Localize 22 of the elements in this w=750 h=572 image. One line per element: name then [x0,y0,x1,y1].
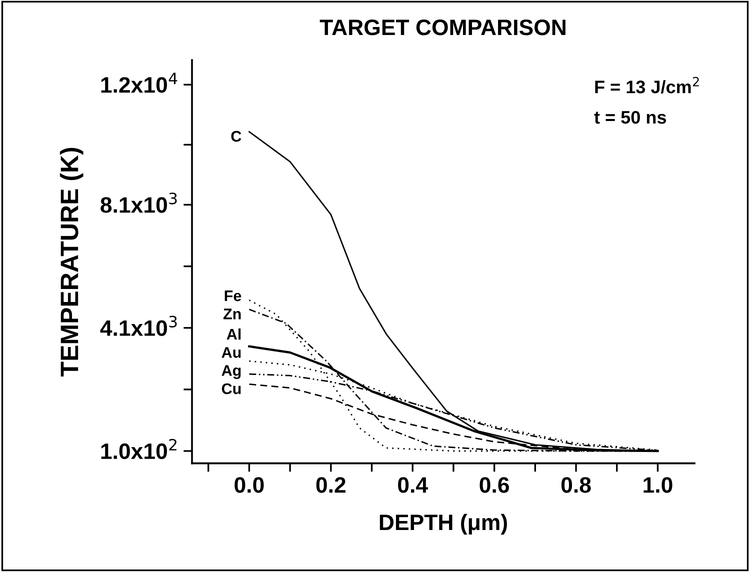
y-tick-label: 1.0x10$^{2}$ [101,438,176,460]
y-tick-label: 4.1x10$^{3}$ [100,316,177,336]
series-label: Ag [222,365,241,380]
y-tick-label: 8.1x10$^{3}$ [100,192,177,213]
text: 0.0 [234,477,264,493]
y-tick-label: 1.2x10$^{4}$ [101,72,178,93]
series-label: C [231,130,242,142]
annotation: F = 13 J/cm$^{2}$ [595,76,699,94]
x-axis-title: DEPTH (μm) [380,514,507,535]
y-axis-title: TEMPERATURE (K) [60,148,84,376]
x-tick-label: 1.0 [644,477,672,493]
x-tick-label: 0.4 [398,477,428,493]
x-tick-label: 0.2 [316,477,346,493]
series-label: Cu [222,383,241,394]
series-label: Au [222,347,241,358]
annotation: t = 50 ns [594,110,666,124]
x-tick-label: 0.6 [480,477,509,493]
series-label: Al [226,328,241,340]
series-label: Fe [224,290,242,302]
series-label: Zn [223,308,241,320]
x-tick-label: 0.8 [561,477,591,493]
chart-title: TARGET COMPARISON [320,20,566,36]
